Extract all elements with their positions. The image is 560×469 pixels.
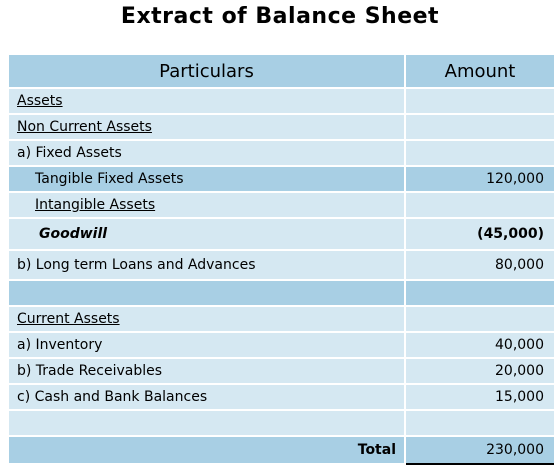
balance-sheet-table: Particulars Amount Assets Non Current As… [9,55,554,465]
table-row [9,280,554,307]
tangible-fixed-assets-label: Tangible Fixed Assets [9,166,406,193]
trade-receivables-amount: 20,000 [405,358,554,385]
blank-amount [405,410,554,437]
table-row [9,410,554,437]
long-term-loans-amount: 80,000 [405,250,554,281]
goodwill-amount: (45,000) [405,218,554,251]
total-label: Total [9,436,406,465]
fixed-assets-label: a) Fixed Assets [9,140,406,167]
blank-amount [405,280,554,307]
assets-label: Assets [17,93,63,109]
cash-bank-amount: 15,000 [405,384,554,411]
non-current-assets-label: Non Current Assets [17,119,152,135]
current-assets-label: Current Assets [17,311,120,327]
inventory-label: a) Inventory [9,332,406,359]
table-row: Goodwill (45,000) [9,218,554,251]
table-row: a) Inventory 40,000 [9,332,554,359]
current-assets-amount [405,306,554,333]
table-row: c) Cash and Bank Balances 15,000 [9,384,554,411]
assets-amount [405,88,554,115]
amount-header: Amount [405,55,554,89]
table-row: a) Fixed Assets [9,140,554,167]
table-row: b) Long term Loans and Advances 80,000 [9,250,554,281]
long-term-loans-label: b) Long term Loans and Advances [9,250,406,281]
total-amount: 230,000 [405,435,554,465]
intangible-assets-amount [405,192,554,219]
table-row: Tangible Fixed Assets 120,000 [9,166,554,193]
table-row: Intangible Assets [9,192,554,219]
total-row: Total 230,000 [9,435,554,465]
cash-bank-label: c) Cash and Bank Balances [9,384,406,411]
table-row: Current Assets [9,306,554,333]
trade-receivables-label: b) Trade Receivables [9,358,406,385]
table-header-row: Particulars Amount [9,55,554,89]
blank-label [9,410,406,437]
table-row: b) Trade Receivables 20,000 [9,358,554,385]
table-row: Assets [9,88,554,115]
blank-label [9,280,406,307]
intangible-assets-label: Intangible Assets [35,197,156,213]
tangible-fixed-assets-amount: 120,000 [405,166,554,193]
non-current-assets-amount [405,114,554,141]
table-row: Non Current Assets [9,114,554,141]
fixed-assets-amount [405,140,554,167]
goodwill-label: Goodwill [9,218,406,251]
particulars-header: Particulars [9,55,406,89]
document-title: Extract of Balance Sheet [120,4,440,29]
inventory-amount: 40,000 [405,332,554,359]
